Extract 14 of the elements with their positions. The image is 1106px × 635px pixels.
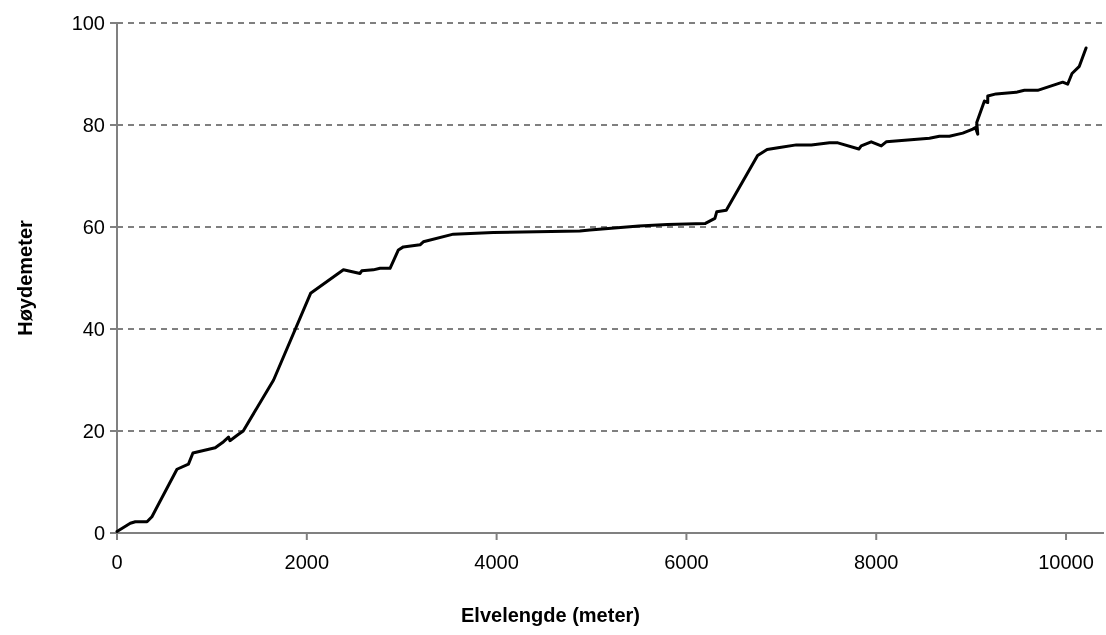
y-tick-label: 20: [82, 420, 105, 442]
x-tick-label: 2000: [284, 551, 330, 573]
y-tick-label: 40: [82, 318, 105, 340]
y-tick-label: 80: [82, 114, 105, 136]
x-axis-title: Elvelengde (meter): [461, 604, 640, 626]
y-tick-label: 0: [93, 522, 105, 544]
y-axis-title: Høydemeter: [14, 219, 36, 336]
x-tick-label: 6000: [664, 551, 709, 573]
y-tick-label: 100: [71, 12, 105, 34]
x-tick-label: 10000: [1038, 551, 1094, 573]
x-tick-label: 8000: [853, 551, 899, 573]
x-tick-label: 4000: [474, 551, 519, 573]
x-tick-label: 0: [111, 551, 123, 573]
y-tick-label: 60: [82, 216, 105, 238]
